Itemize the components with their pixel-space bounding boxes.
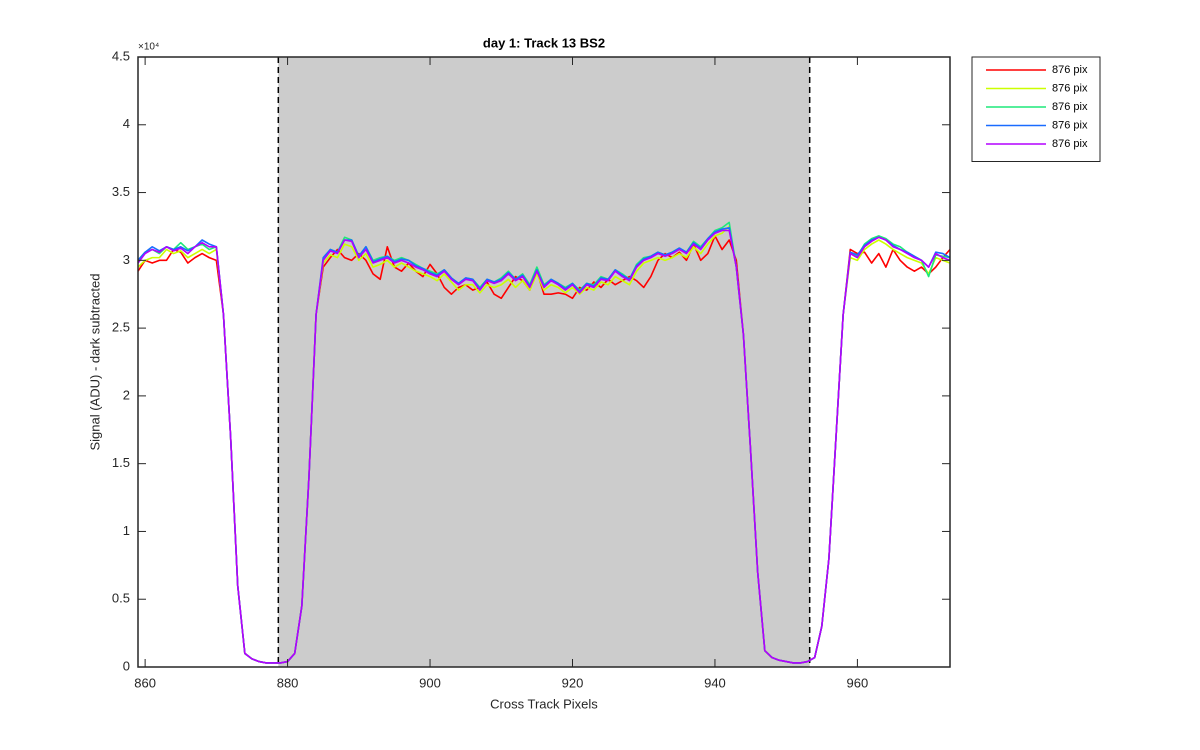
x-tick-label: 940 (704, 675, 726, 690)
legend-label: 876 pix (1052, 138, 1088, 150)
x-tick-label: 920 (562, 675, 584, 690)
plot-frame (137, 56, 951, 668)
chart-title: day 1: Track 13 BS2 (483, 35, 605, 50)
y-exponent: ×10⁴ (138, 42, 159, 53)
x-tick-label: 960 (847, 675, 869, 690)
y-tick-label: 2.5 (112, 320, 130, 335)
x-tick-label: 880 (277, 675, 299, 690)
legend-label: 876 pix (1052, 101, 1088, 113)
legend-label: 876 pix (1052, 82, 1088, 94)
x-tick-label: 860 (134, 675, 156, 690)
legend-label: 876 pix (1052, 119, 1088, 131)
legend-label: 876 pix (1052, 64, 1088, 76)
x-axis-label: Cross Track Pixels (490, 696, 598, 711)
y-axis-label: Signal (ADU) - dark subtracted (87, 273, 102, 450)
y-tick-label: 1 (123, 523, 130, 538)
y-tick-label: 0 (123, 658, 130, 673)
y-tick-label: 4 (123, 116, 130, 131)
y-tick-label: 1.5 (112, 455, 130, 470)
y-tick-label: 3.5 (112, 184, 130, 199)
shaded-region (278, 57, 810, 667)
y-tick-label: 2 (123, 387, 130, 402)
y-tick-label: 0.5 (112, 591, 130, 606)
y-tick-label: 4.5 (112, 48, 130, 63)
x-tick-label: 900 (419, 675, 441, 690)
series-line (137, 229, 951, 664)
y-tick-label: 3 (123, 252, 130, 267)
